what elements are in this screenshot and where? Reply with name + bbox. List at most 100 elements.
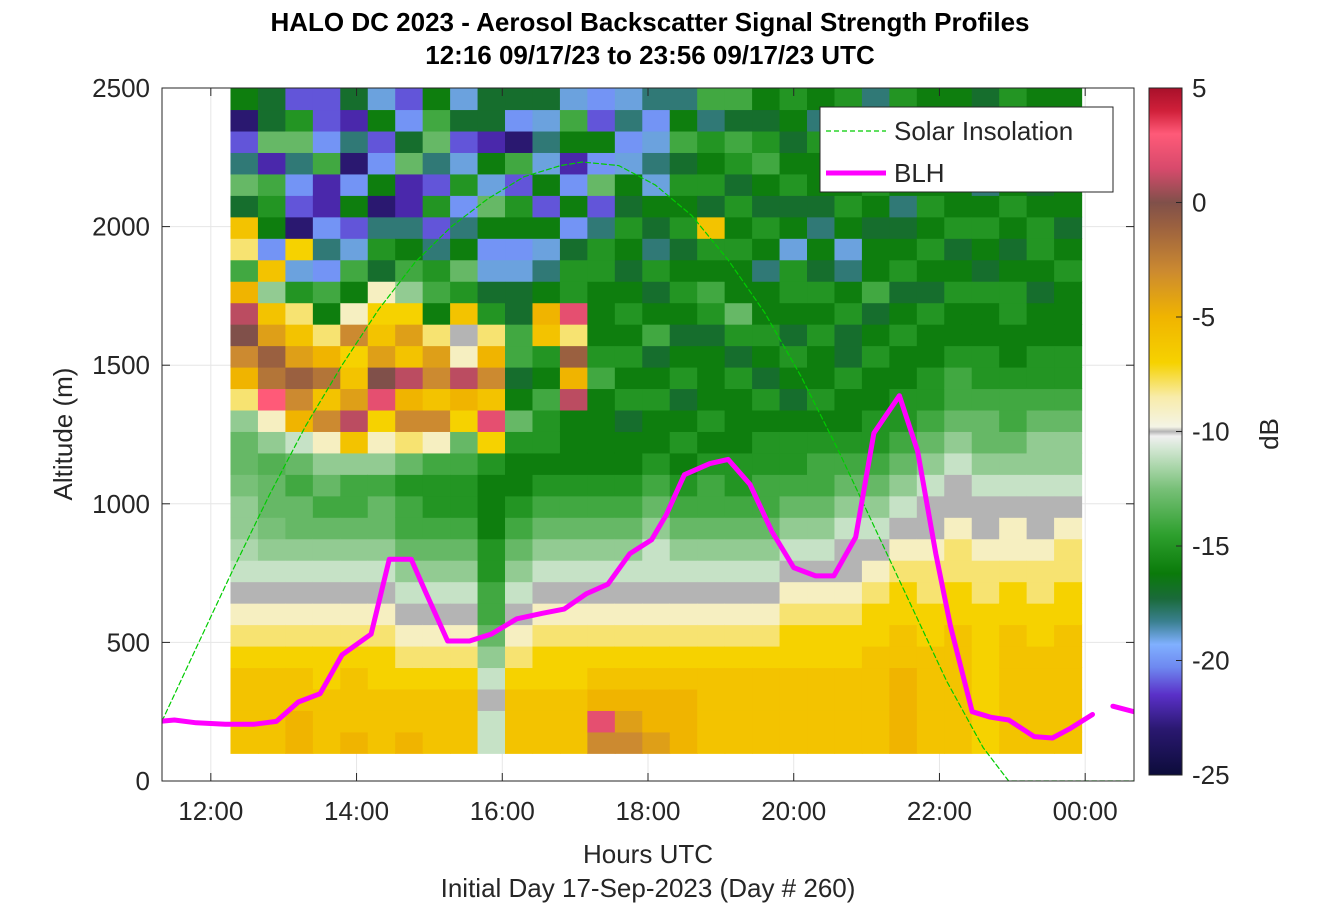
heatmap-cell [807,238,836,261]
heatmap-cell [1054,624,1083,647]
heatmap-cell [807,560,836,583]
heatmap-cell [395,645,424,669]
heatmap-cell [669,688,698,711]
heatmap-cell [559,688,588,711]
heatmap-cell [257,366,286,390]
heatmap-cell [285,431,314,454]
heatmap-cell [779,345,808,368]
heatmap-cell [450,109,479,132]
heatmap-cell [422,216,451,239]
heatmap-cell [944,195,973,218]
heatmap-cell [450,388,479,411]
heatmap-cell [752,109,781,132]
heatmap-cell [587,474,616,497]
heatmap-cell [230,710,259,733]
heatmap-cell [422,388,451,411]
heatmap-cell [395,731,424,754]
heatmap-cell [669,710,698,733]
heatmap-cell [285,152,314,175]
colorbar-tick-label: -5 [1192,302,1215,332]
heatmap-cell [422,130,451,153]
heatmap-cell [559,302,588,325]
heatmap-cell [779,366,808,390]
heatmap-cell [477,324,506,347]
heatmap-cell [807,538,836,561]
heatmap-cell [724,366,753,390]
heatmap-cell [889,366,918,390]
heatmap-cell [916,452,945,475]
heatmap-cell [724,238,753,261]
heatmap-cell [505,474,534,497]
heatmap-cell [1054,345,1083,368]
heatmap-cell [614,710,643,733]
heatmap-cell [532,388,561,411]
heatmap-cell [724,731,753,754]
heatmap-cell [285,281,314,304]
heatmap-cell [999,517,1028,540]
heatmap-cell [971,495,1000,518]
heatmap-cell [395,238,424,261]
heatmap-cell [230,495,259,518]
heatmap-cell [477,581,506,604]
heatmap-cell [532,474,561,497]
heatmap-cell [807,366,836,390]
heatmap-cell [230,302,259,325]
heatmap-cell [697,603,726,626]
heatmap-cell [477,259,506,282]
heatmap-cell [999,688,1028,711]
heatmap-cell [971,667,1000,690]
heatmap-cell [422,281,451,304]
heatmap-cell [257,495,286,518]
heatmap-cell [1026,345,1055,368]
heatmap-cell [367,560,396,583]
heatmap-cell [642,710,671,733]
heatmap-cell [312,152,341,175]
heatmap-cell [916,409,945,432]
heatmap-cell [807,517,836,540]
heatmap-cell [697,281,726,304]
heatmap-cell [285,560,314,583]
heatmap-cell [614,667,643,690]
heatmap-cell [697,130,726,153]
heatmap-cell [532,495,561,518]
heatmap-cell [450,431,479,454]
heatmap-cell [395,130,424,153]
heatmap-cell [340,538,369,561]
heatmap-cell [779,624,808,647]
heatmap-cell [834,710,863,733]
x-tick-label: 16:00 [470,796,535,826]
heatmap-cell [614,624,643,647]
heatmap-cell [861,538,890,561]
heatmap-cell [889,710,918,733]
heatmap-cell [642,474,671,497]
heatmap-cell [559,560,588,583]
heatmap-cell [614,238,643,261]
heatmap-cell [614,495,643,518]
heatmap-cell [505,452,534,475]
heatmap-cell [312,409,341,432]
heatmap-cell [505,624,534,647]
heatmap-cell [505,431,534,454]
heatmap-cell [477,538,506,561]
heatmap-cell [1026,603,1055,626]
heatmap-cell [312,581,341,604]
heatmap-cell [367,238,396,261]
heatmap-cell [697,581,726,604]
heatmap-cell [779,259,808,282]
heatmap-cell [861,388,890,411]
heatmap-cell [807,667,836,690]
heatmap-cell [1054,216,1083,239]
heatmap-cell [285,88,314,111]
heatmap-cell [724,581,753,604]
heatmap-cell [916,731,945,754]
heatmap-cell [395,195,424,218]
heatmap-cell [971,452,1000,475]
heatmap-cell [614,302,643,325]
heatmap-cell [285,259,314,282]
heatmap-cell [559,216,588,239]
heatmap-cell [642,560,671,583]
heatmap-cell [999,345,1028,368]
colorbar-tick-label: 5 [1192,73,1206,103]
heatmap-cell [450,710,479,733]
heatmap-cell [807,88,836,111]
